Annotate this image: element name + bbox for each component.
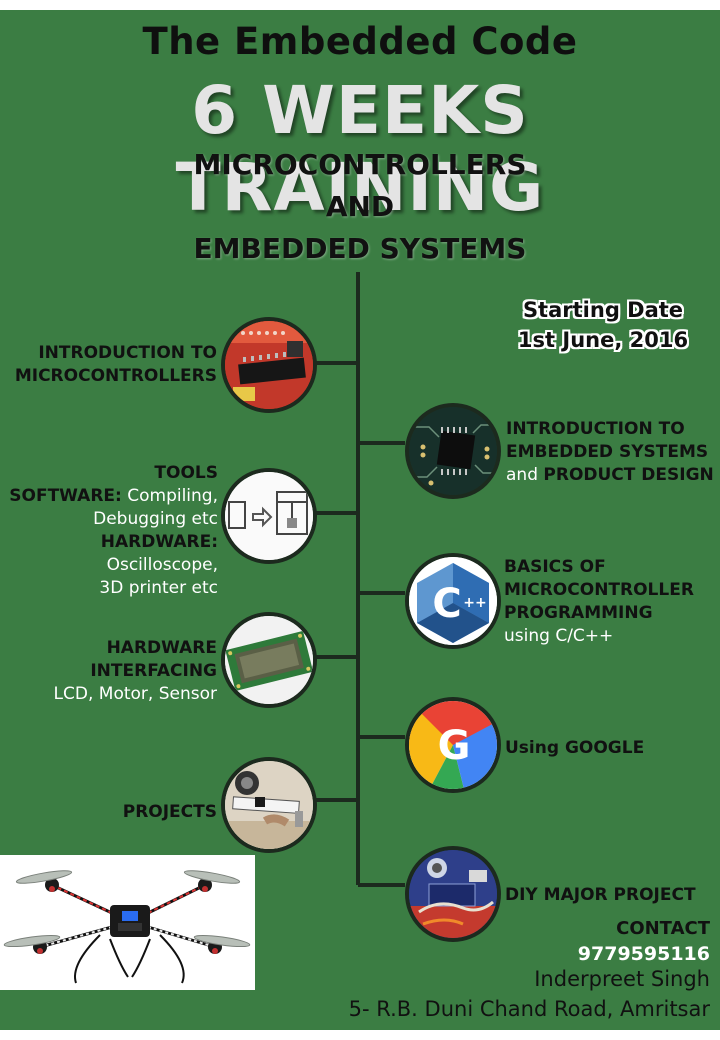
contact-title: CONTACT (616, 918, 710, 939)
hardware-value: Oscilloscope, (106, 555, 218, 575)
contact-phone[interactable]: 9779595116 (577, 943, 710, 965)
topic-line: PROGRAMMING (504, 603, 653, 623)
diy-project-icon (405, 846, 501, 942)
microcontroller-board-icon (221, 317, 317, 413)
software-value: Compiling, (127, 486, 218, 506)
topic-line: MICROCONTROLLER (504, 580, 694, 600)
topic-detail: LCD, Motor, Sensor (53, 684, 217, 704)
contact-address: 5- R.B. Duni Chand Road, Amritsar (348, 997, 710, 1021)
topic-projects: PROJECTS (122, 802, 217, 822)
topic-line: INTERFACING (90, 661, 217, 681)
contact-block: CONTACT 9779595116 Inderpreet Singh 5- R… (349, 918, 710, 1021)
poster-board: The Embedded Code 6 WEEKS TRAINING MICRO… (0, 10, 720, 1030)
headline: 6 WEEKS TRAINING (175, 72, 545, 226)
topic-tools: TOOLS SOFTWARE: Compiling, Debugging etc… (0, 462, 218, 600)
timeline (315, 272, 405, 887)
topic-line: EMBEDDED SYSTEMS (506, 442, 709, 462)
topic-diy-major-project: DIY MAJOR PROJECT (505, 885, 696, 905)
topic-line-3: and PRODUCT DESIGN (506, 464, 718, 487)
subtitle-line-3: EMBEDDED SYSTEMS (193, 232, 527, 265)
start-date-label: Starting Date (522, 298, 684, 322)
topic-line: MICROCONTROLLERS (14, 366, 217, 386)
cpp-logo-icon: C ++ (405, 553, 501, 649)
topic-hardware-interfacing: HARDWARE INTERFACING LCD, Motor, Sensor (10, 637, 217, 706)
topic-using-google: Using GOOGLE (505, 738, 645, 758)
subtitle-line-1: MICROCONTROLLERS (193, 148, 527, 181)
hardware-value-2: 3D printer etc (99, 578, 218, 598)
product-design: PRODUCT DESIGN (543, 465, 714, 485)
topic-basics-programming: BASICS OF MICROCONTROLLER PROGRAMMING us… (504, 556, 718, 648)
topic-line: HARDWARE (106, 638, 217, 658)
robot-project-icon (221, 757, 317, 853)
topic-intro-microcontrollers: INTRODUCTION TO MICROCONTROLLERS (10, 342, 217, 388)
google-letter: G (438, 723, 471, 769)
topic-line: INTRODUCTION TO (506, 419, 685, 439)
chip-icon (405, 403, 501, 499)
cpp-plus: ++ (463, 595, 486, 611)
tools-hardware-row: HARDWARE: Oscilloscope, (0, 531, 218, 577)
contact-name: Inderpreet Singh (534, 967, 710, 991)
topic-line: BASICS OF (504, 557, 606, 577)
software-value-2: Debugging etc (93, 509, 218, 529)
software-key: SOFTWARE: (9, 486, 122, 506)
drone-image (0, 855, 255, 990)
lcd-module-icon (221, 612, 317, 708)
tools-software-row: SOFTWARE: Compiling, (0, 485, 218, 508)
brand-title: The Embedded Code (142, 20, 578, 63)
hardware-key: HARDWARE: (100, 532, 218, 552)
cpp-letter: C (432, 581, 461, 627)
topic-detail: using C/C++ (504, 626, 614, 646)
subtitle-line-2: AND (325, 190, 395, 223)
topic-line: INTRODUCTION TO (38, 343, 217, 363)
topic-intro-embedded-systems: INTRODUCTION TO EMBEDDED SYSTEMS and PRO… (506, 418, 718, 487)
tools-title: TOOLS (154, 463, 218, 483)
start-date-value: 1st June, 2016 (517, 328, 689, 352)
3d-printer-icon (221, 468, 317, 564)
google-logo-icon: G (405, 697, 501, 793)
and-word: and (506, 465, 538, 485)
